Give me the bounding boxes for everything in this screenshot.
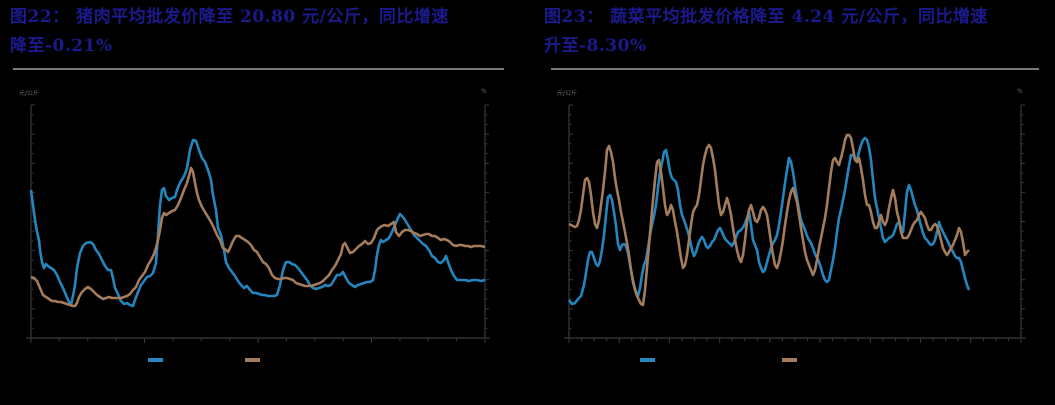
figure-22-ticks (30, 104, 489, 343)
figure-23-axes (564, 105, 1026, 339)
figure-23-legend-swatch-yoy (782, 358, 797, 362)
figure-22-left-axis-unit: 元/公斤 (19, 90, 40, 97)
figure-23-title-line2: 升至-8.30% (544, 36, 647, 56)
figure-23-divider (551, 68, 1039, 70)
figure-23-right-axis-unit: % (1017, 88, 1023, 95)
figure-23-chart (564, 104, 1026, 362)
figure-22-divider (13, 68, 504, 70)
figure-22-axes (26, 105, 490, 339)
figure-23-series-price (567, 136, 971, 306)
figure-22-right-axis-unit: % (481, 88, 487, 95)
figure-23-title-line1: 图23： 蔬菜平均批发价格降至 4.24 元/公斤，同比增速 (544, 7, 989, 27)
figure-22-title-line2: 降至-0.21% (10, 36, 113, 56)
figure-23-legend-swatch-price (640, 358, 655, 362)
figure-22-series-yoy (30, 166, 486, 308)
figure-22-title-line1: 图22： 猪肉平均批发价降至 20.80 元/公斤，同比增速 (10, 7, 449, 27)
figure-23-ticks (568, 104, 1025, 343)
figure-23-series-yoy (568, 133, 970, 307)
figure-23-left-axis-unit: 元/公斤 (557, 90, 578, 97)
figure-22-series-price (29, 138, 486, 308)
figure-22-legend-swatch-price (148, 358, 163, 362)
figure-22-legend-swatch-yoy (245, 358, 260, 362)
figure-22-chart (26, 104, 490, 362)
